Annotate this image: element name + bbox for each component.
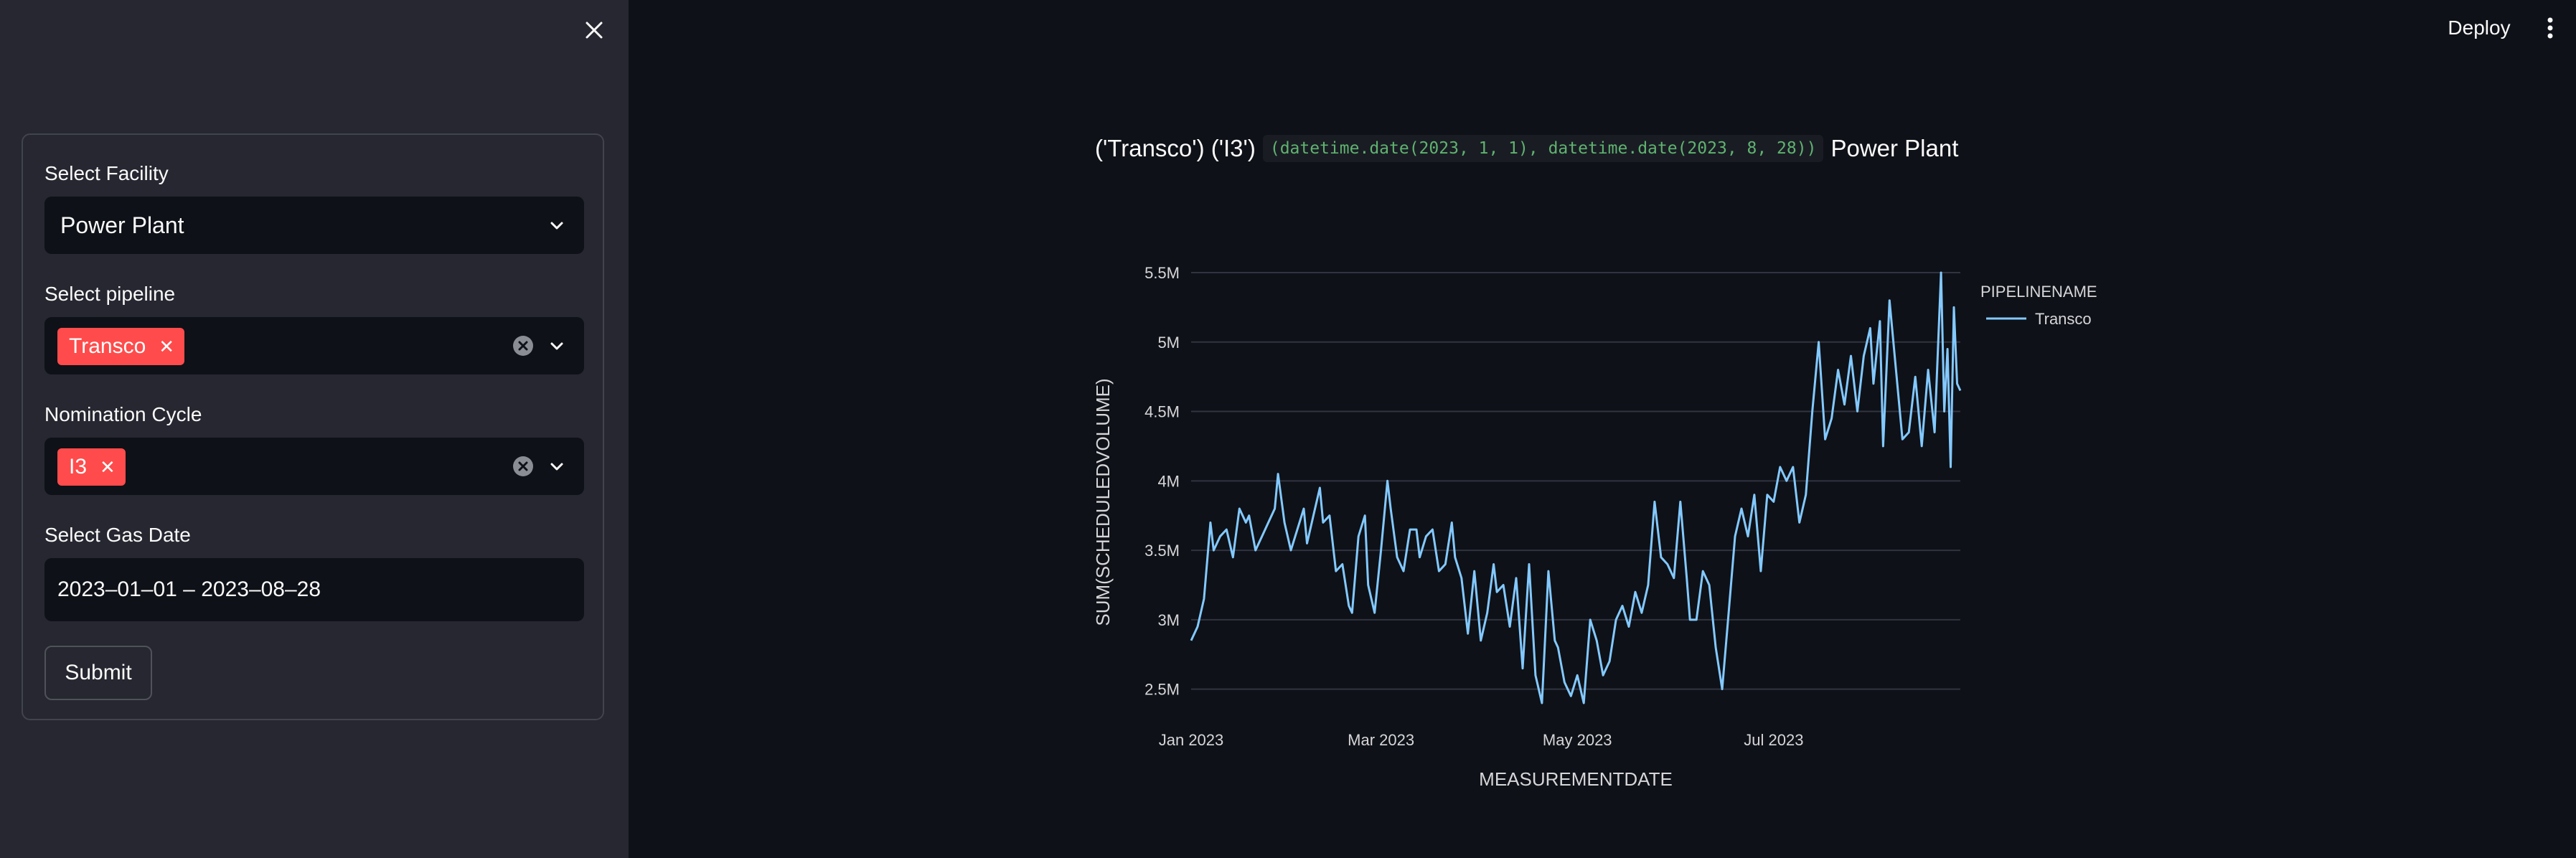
y-tick-label: 5.5M xyxy=(1144,264,1180,282)
filter-form: Select Facility Power Plant Select pipel… xyxy=(22,133,604,720)
chart-gridlines xyxy=(1191,272,1960,690)
pipeline-label: Select pipeline xyxy=(44,283,176,305)
legend-title: PIPELINENAME xyxy=(1980,283,2097,301)
legend-entry-transco[interactable]: Transco xyxy=(2035,310,2092,328)
title-prefix: ('Transco') ('I3') xyxy=(1095,135,1256,161)
x-tick-label: Mar 2023 xyxy=(1348,731,1414,749)
pipeline-tag-label: Transco xyxy=(69,334,146,358)
pipeline-tag[interactable]: Transco ✕ xyxy=(57,328,185,365)
title-date-range-code: (datetime.date(2023, 1, 1), datetime.dat… xyxy=(1262,135,1824,162)
pipeline-multiselect[interactable]: Transco ✕ xyxy=(44,317,584,374)
y-axis-ticks: 2.5M 3M 3.5M 4M 4.5M 5M 5.5M xyxy=(1144,264,1180,699)
y-tick-label: 4.5M xyxy=(1144,403,1180,421)
series-line-transco[interactable] xyxy=(1190,271,1962,704)
sidebar: Select Facility Power Plant Select pipel… xyxy=(0,0,629,858)
more-vertical-icon xyxy=(2547,17,2553,39)
close-sidebar-button[interactable] xyxy=(580,16,608,44)
clear-icon[interactable] xyxy=(512,335,534,357)
chevron-down-icon[interactable] xyxy=(544,453,570,479)
facility-select[interactable]: Power Plant xyxy=(44,197,584,254)
facility-label: Select Facility xyxy=(44,162,169,184)
cycle-tag-label: I3 xyxy=(69,455,88,478)
chevron-down-icon[interactable] xyxy=(544,333,570,359)
y-tick-label: 3M xyxy=(1157,611,1180,629)
submit-button[interactable]: Submit xyxy=(44,646,152,700)
title-suffix: Power Plant xyxy=(1830,135,1959,161)
x-axis-title: MEASUREMENTDATE xyxy=(1479,768,1673,790)
x-tick-label: Jul 2023 xyxy=(1744,731,1803,749)
chevron-down-icon[interactable] xyxy=(544,212,570,238)
x-tick-label: May 2023 xyxy=(1543,731,1612,749)
y-axis-title: SUM(SCHEDULEDVOLUME) xyxy=(1092,378,1114,626)
y-tick-label: 4M xyxy=(1157,472,1180,490)
volume-line-chart[interactable]: 2.5M 3M 3.5M 4M 4.5M 5M 5.5M Jan 2023 Mar 2023 M… xyxy=(1076,258,2124,811)
main-menu-button[interactable] xyxy=(2536,10,2565,46)
cycle-tag[interactable]: I3 ✕ xyxy=(57,448,126,486)
gas-date-label: Select Gas Date xyxy=(44,524,191,546)
cycle-multiselect[interactable]: I3 ✕ xyxy=(44,438,584,495)
remove-tag-icon[interactable]: ✕ xyxy=(159,336,175,357)
facility-value: Power Plant xyxy=(60,212,184,238)
y-tick-label: 2.5M xyxy=(1144,681,1180,699)
clear-icon[interactable] xyxy=(512,456,534,477)
x-tick-label: Jan 2023 xyxy=(1159,731,1224,749)
y-tick-label: 3.5M xyxy=(1144,542,1180,560)
close-icon xyxy=(586,22,603,39)
remove-tag-icon[interactable]: ✕ xyxy=(100,456,116,478)
x-axis-ticks: Jan 2023 Mar 2023 May 2023 Jul 2023 xyxy=(1159,731,1804,749)
cycle-label: Nomination Cycle xyxy=(44,403,202,425)
page-title: ('Transco') ('I3') (datetime.date(2023, … xyxy=(1095,132,1958,165)
y-tick-label: 5M xyxy=(1157,334,1180,352)
gas-date-input[interactable] xyxy=(44,558,584,621)
deploy-button[interactable]: Deploy xyxy=(2448,16,2511,39)
